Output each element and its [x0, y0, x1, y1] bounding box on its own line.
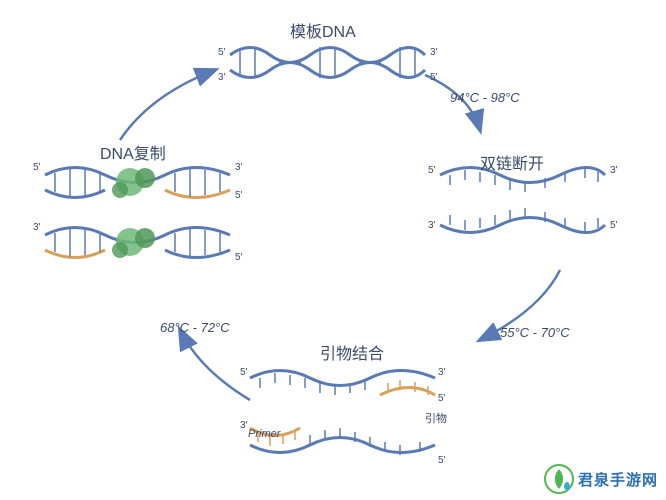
strand-end-label: 3' [438, 367, 445, 378]
strand-end-label: 3' [235, 162, 242, 173]
denatured-strands [440, 168, 605, 233]
strand-end-label: 5' [235, 252, 242, 263]
strand-end-label: 5' [438, 393, 445, 404]
strand-end-label: 5' [610, 220, 617, 231]
strand-end-label: 3' [430, 47, 437, 58]
template-dna-label: 模板DNA [290, 18, 356, 42]
strand-end-label: 5' [240, 367, 247, 378]
temp-denature-label: 94°C - 98°C [450, 90, 520, 105]
primer-annealed-strands [250, 371, 435, 456]
primer-cn-label: 引物 [425, 410, 447, 426]
extend-label: DNA复制 [100, 140, 166, 164]
strand-end-label: 3' [240, 420, 247, 431]
denature-label: 双链断开 [480, 150, 544, 174]
strand-end-label: 3' [610, 165, 617, 176]
polymerase-top [112, 168, 155, 198]
primer-label: Primer [248, 428, 280, 440]
strand-end-label: 5' [428, 165, 435, 176]
pcr-cycle-diagram [0, 0, 666, 500]
strand-end-label: 5' [430, 72, 437, 83]
strand-end-label: 5' [438, 455, 445, 466]
extension-strands [45, 168, 230, 259]
strand-end-label: 3' [33, 222, 40, 233]
anneal-label: 引物结合 [320, 340, 384, 364]
strand-end-label: 3' [428, 220, 435, 231]
strand-end-label: 3' [218, 72, 225, 83]
watermark-text: 君泉手游网 [578, 469, 658, 490]
strand-end-label: 5' [33, 162, 40, 173]
polymerase-bottom [112, 228, 155, 258]
temp-extend-label: 68°C - 72°C [160, 320, 230, 335]
template-dna-helix [230, 47, 425, 78]
watermark-logo-icon [544, 464, 574, 494]
strand-end-label: 5' [235, 190, 242, 201]
strand-end-label: 5' [218, 47, 225, 58]
temp-anneal-label: 55°C - 70°C [500, 325, 570, 340]
site-watermark: 君泉手游网 [544, 464, 658, 494]
